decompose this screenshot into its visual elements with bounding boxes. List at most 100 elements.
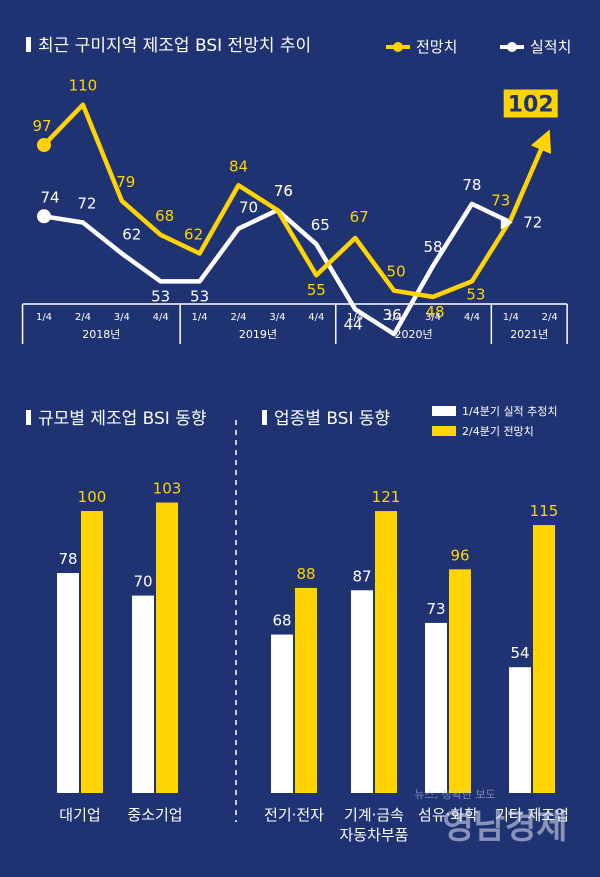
- quarter-tick-label: 1/4: [503, 312, 519, 323]
- actual-value-label: 74: [40, 188, 59, 206]
- line-chart-axis: 1/4 2/4 3/4 4/4 1/4 2/4 3/4 4/4 1/4 2/4 3/4 4/4 1/4 2…: [21, 303, 568, 344]
- actual-bar: [271, 634, 293, 793]
- forecast-bar-label: 121: [372, 488, 401, 506]
- forecast-value-label: 73: [491, 191, 510, 209]
- forecast-value-label: 67: [350, 208, 369, 226]
- actual-value-label: 53: [151, 287, 170, 305]
- forecast-bar: [156, 502, 178, 793]
- actual-bar: [425, 622, 447, 793]
- highlight-box: [503, 89, 558, 118]
- legend-actual-marker: [507, 42, 517, 52]
- actual-value-label: 36: [383, 306, 402, 324]
- year-label: 2021년: [510, 328, 548, 341]
- forecast-value-label: 84: [229, 157, 248, 175]
- category-label: 자동차부품: [339, 826, 408, 844]
- actual-value-label: 44: [344, 315, 363, 333]
- forecast-start-marker: [37, 138, 51, 152]
- actual-bar-label: 73: [426, 600, 445, 618]
- quarter-tick-label: 3/4: [269, 312, 285, 323]
- actual-bar-label: 70: [133, 573, 152, 591]
- quarter-tick-label: 3/4: [425, 312, 441, 323]
- actual-value-label: 72: [523, 214, 542, 232]
- line-chart-title: 최근 구미지역 제조업 BSI 전망치 추이: [38, 36, 311, 56]
- legend-forecast-swatch: [432, 426, 456, 436]
- actual-start-marker: [37, 209, 51, 224]
- forecast-arrow-head: [530, 129, 552, 155]
- quarter-tick-label: 1/4: [36, 312, 52, 323]
- actual-end-marker: [500, 215, 513, 230]
- size-title-marker: [26, 410, 31, 425]
- actual-bar-label: 87: [352, 567, 371, 585]
- forecast-value-label: 62: [184, 226, 203, 244]
- forecast-value-label: 97: [32, 117, 51, 135]
- actual-value-label: 76: [274, 182, 293, 200]
- year-label: 2019년: [239, 328, 277, 341]
- category-label: 전기·전자: [264, 806, 324, 824]
- legend-actual-swatch: [432, 406, 456, 416]
- actual-bar: [57, 573, 79, 793]
- forecast-bar: [81, 511, 103, 793]
- actual-bar-label: 78: [58, 550, 77, 568]
- category-label: 섬유·화학: [418, 806, 478, 824]
- actual-bar-label: 54: [510, 644, 529, 662]
- actual-value-label: 70: [239, 199, 258, 217]
- watermark: 뉴스, 정확한 보도 영남경제: [414, 788, 567, 847]
- actual-bar-label: 68: [272, 612, 291, 630]
- forecast-series-line: [42, 102, 545, 300]
- category-label: 기계·금속: [344, 806, 404, 824]
- forecast-value-label: 79: [116, 173, 135, 191]
- quarter-tick-label: 2/4: [75, 312, 91, 323]
- forecast-bar: [375, 511, 397, 793]
- watermark-logo: 영남경제: [442, 807, 567, 847]
- actual-value-label: 78: [462, 176, 481, 194]
- year-label: 2018년: [82, 328, 120, 341]
- forecast-value-label: 55: [307, 281, 326, 299]
- actual-bar: [509, 667, 531, 793]
- quarter-tick-label: 4/4: [153, 312, 169, 323]
- forecast-bar-label: 115: [530, 502, 559, 520]
- quarter-tick-label: 2/4: [230, 312, 246, 323]
- quarter-tick-label: 4/4: [308, 312, 324, 323]
- quarter-tick-label: 1/4: [347, 312, 363, 323]
- category-label: 대기업: [59, 806, 100, 824]
- title-marker: [26, 37, 31, 52]
- watermark-tagline: 뉴스, 정확한 보도: [414, 788, 495, 801]
- industry-chart-title: 업종별 BSI 동향: [274, 409, 390, 429]
- forecast-bar-label: 103: [153, 480, 182, 498]
- year-label: 2020년: [394, 328, 432, 341]
- actual-value-label: 72: [77, 195, 96, 213]
- legend-forecast-marker: [393, 42, 403, 52]
- actual-value-label: 65: [311, 216, 330, 234]
- forecast-bar-label: 96: [450, 546, 469, 564]
- line-chart: 97 110 79 68 62 84 76 55 67 50 48 53 73 74 72 62 53 53 70 7…: [32, 77, 558, 337]
- bar-legend: 1/4분기 실적 추정치 2/4분기 전망치: [432, 405, 558, 438]
- quarter-tick-label: 2/4: [542, 312, 558, 323]
- legend-actual-text: 1/4분기 실적 추정치: [462, 405, 558, 418]
- forecast-value-label: 53: [466, 285, 485, 303]
- industry-title-marker: [262, 410, 267, 425]
- forecast-bar-label: 88: [296, 565, 315, 583]
- actual-bar: [132, 595, 154, 793]
- legend-forecast-label: 전망치: [416, 38, 457, 56]
- forecast-bar: [533, 525, 555, 793]
- forecast-bar-label: 100: [78, 488, 107, 506]
- legend-forecast-text: 2/4분기 전망치: [462, 425, 534, 438]
- category-label: 중소기업: [127, 806, 182, 824]
- actual-bar: [351, 590, 373, 793]
- line-legend: 전망치 실적치: [386, 38, 571, 56]
- size-bar-chart: 78 100 대기업 70 103 중소기업: [57, 480, 183, 824]
- quarter-tick-label: 4/4: [464, 312, 480, 323]
- forecast-value-label: 50: [387, 263, 406, 281]
- size-chart-title: 규모별 제조업 BSI 동향: [38, 409, 207, 429]
- legend-actual-label: 실적치: [530, 38, 571, 56]
- actual-value-label: 58: [423, 238, 442, 256]
- quarter-tick-label: 1/4: [192, 312, 208, 323]
- actual-value-label: 62: [122, 226, 141, 244]
- quarter-tick-label: 3/4: [114, 312, 130, 323]
- forecast-value-label: 48: [425, 303, 444, 321]
- actual-value-label: 53: [190, 287, 209, 305]
- quarter-tick-label: 2/4: [386, 312, 402, 323]
